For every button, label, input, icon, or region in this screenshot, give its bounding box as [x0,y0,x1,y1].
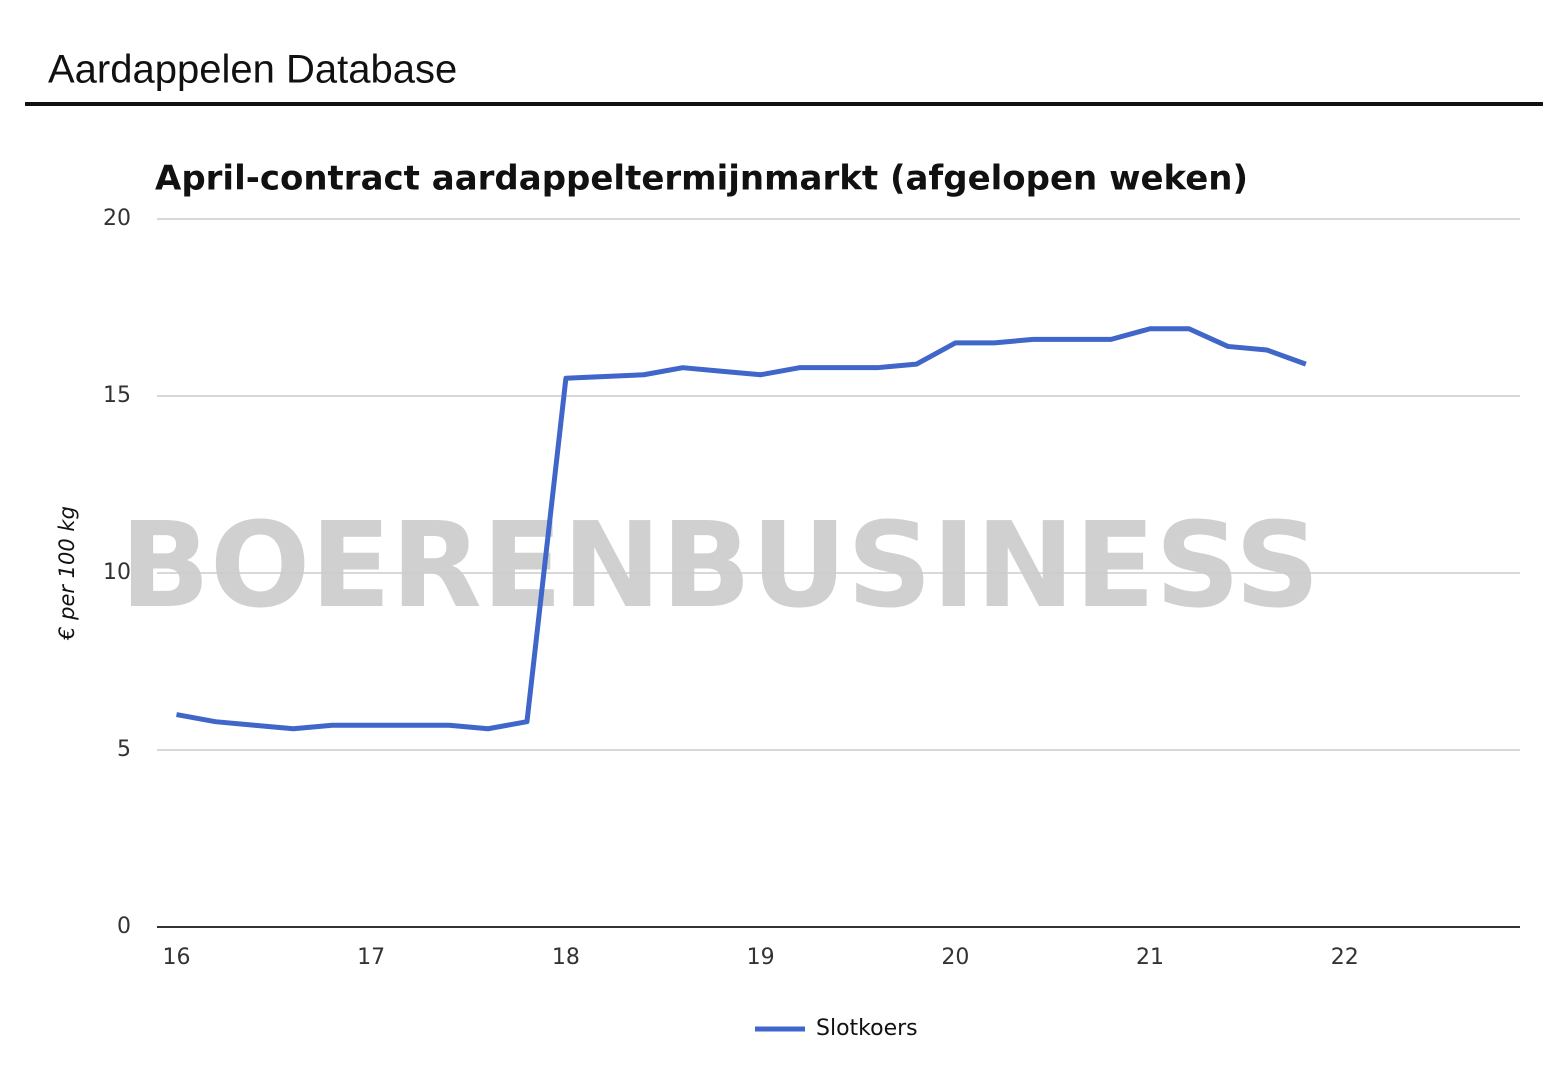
x-tick-label: 17 [357,945,385,970]
chart-title: April-contract aardappeltermijnmarkt (af… [155,159,1248,199]
x-tick-label: 16 [162,945,190,970]
watermark: BOERENBUSINESS [120,496,1320,634]
page-title: Aardappelen Database [48,48,457,92]
x-tick-label: 19 [747,945,775,970]
y-tick-label: 0 [117,914,131,939]
y-axis-label: € per 100 kg [55,506,79,641]
x-tick-label: 20 [941,945,969,970]
x-tick-label: 21 [1136,945,1164,970]
y-tick-label: 5 [117,737,131,762]
y-tick-label: 10 [103,560,131,585]
legend-label: Slotkoers [816,1016,918,1041]
y-tick-label: 20 [103,206,131,231]
x-tick-label: 18 [552,945,580,970]
x-tick-label: 22 [1331,945,1359,970]
line-series [176,326,1307,732]
y-tick-label: 15 [103,383,131,408]
